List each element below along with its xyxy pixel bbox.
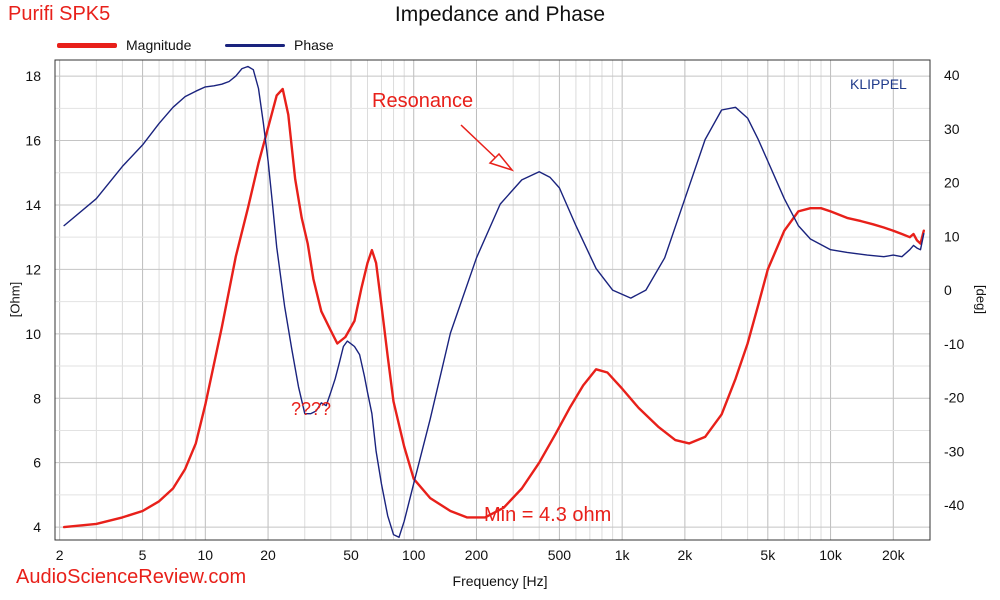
y-tick-label-right: 20: [944, 175, 960, 191]
annotation-arrow-head: [488, 152, 515, 172]
annotation-min: Min = 4.3 ohm: [484, 504, 612, 526]
x-tick-label: 10k: [819, 547, 843, 563]
legend-label-phase: Phase: [294, 37, 334, 53]
y-tick-label-left: 8: [33, 390, 41, 406]
y-tick-label-left: 16: [25, 133, 41, 149]
watermark-site: AudioScienceReview.com: [16, 566, 247, 588]
y-axis-label-right: [deg]: [973, 285, 989, 314]
annotation-resonance: Resonance: [372, 90, 474, 112]
y-tick-label-right: -20: [944, 390, 964, 406]
series-line-phase: [63, 65, 925, 538]
y-tick-label-right: 10: [944, 228, 960, 244]
x-tick-label: 2: [56, 547, 64, 563]
plot-border: [54, 59, 931, 541]
x-tick-label: 20: [260, 547, 276, 563]
x-tick-label: 50: [343, 547, 359, 563]
series-line-magnitude: [62, 87, 925, 529]
y-tick-label-right: 0: [944, 282, 952, 298]
x-tick-label: 1k: [615, 547, 631, 563]
x-tick-label: 100: [402, 547, 426, 563]
y-axis-label-left: [Ohm]: [7, 281, 23, 318]
chart-title: Impedance and Phase: [394, 3, 606, 26]
y-tick-label-left: 12: [25, 261, 41, 277]
y-tick-label-left: 4: [33, 519, 41, 535]
product-name: Purifi SPK5: [8, 3, 111, 25]
x-tick-label: 5: [139, 547, 147, 563]
x-tick-label: 10: [198, 547, 214, 563]
annotation-arrow-line: [460, 124, 501, 163]
y-tick-label-left: 10: [25, 326, 41, 342]
x-tick-label: 5k: [760, 547, 776, 563]
y-tick-label-left: 14: [25, 197, 41, 213]
annotation-question: ????: [291, 399, 332, 419]
y-tick-label-right: -10: [944, 336, 964, 352]
x-tick-label: 200: [465, 547, 489, 563]
x-tick-label: 500: [548, 547, 572, 563]
y-tick-label-right: 40: [944, 67, 960, 83]
klippel-brand: KLIPPEL: [850, 76, 907, 92]
y-tick-label-right: 30: [944, 121, 960, 137]
legend-label-magnitude: Magnitude: [126, 37, 192, 53]
x-tick-label: 20k: [882, 547, 906, 563]
x-tick-label: 2k: [677, 547, 693, 563]
legend-swatch-phase: [225, 44, 285, 47]
y-tick-label-left: 18: [25, 68, 41, 84]
y-tick-label-right: -30: [944, 443, 964, 459]
y-tick-label-left: 6: [33, 455, 41, 471]
x-axis-label: Frequency [Hz]: [452, 573, 548, 589]
legend-swatch-magnitude: [57, 43, 117, 48]
y-tick-label-right: -40: [944, 497, 964, 513]
